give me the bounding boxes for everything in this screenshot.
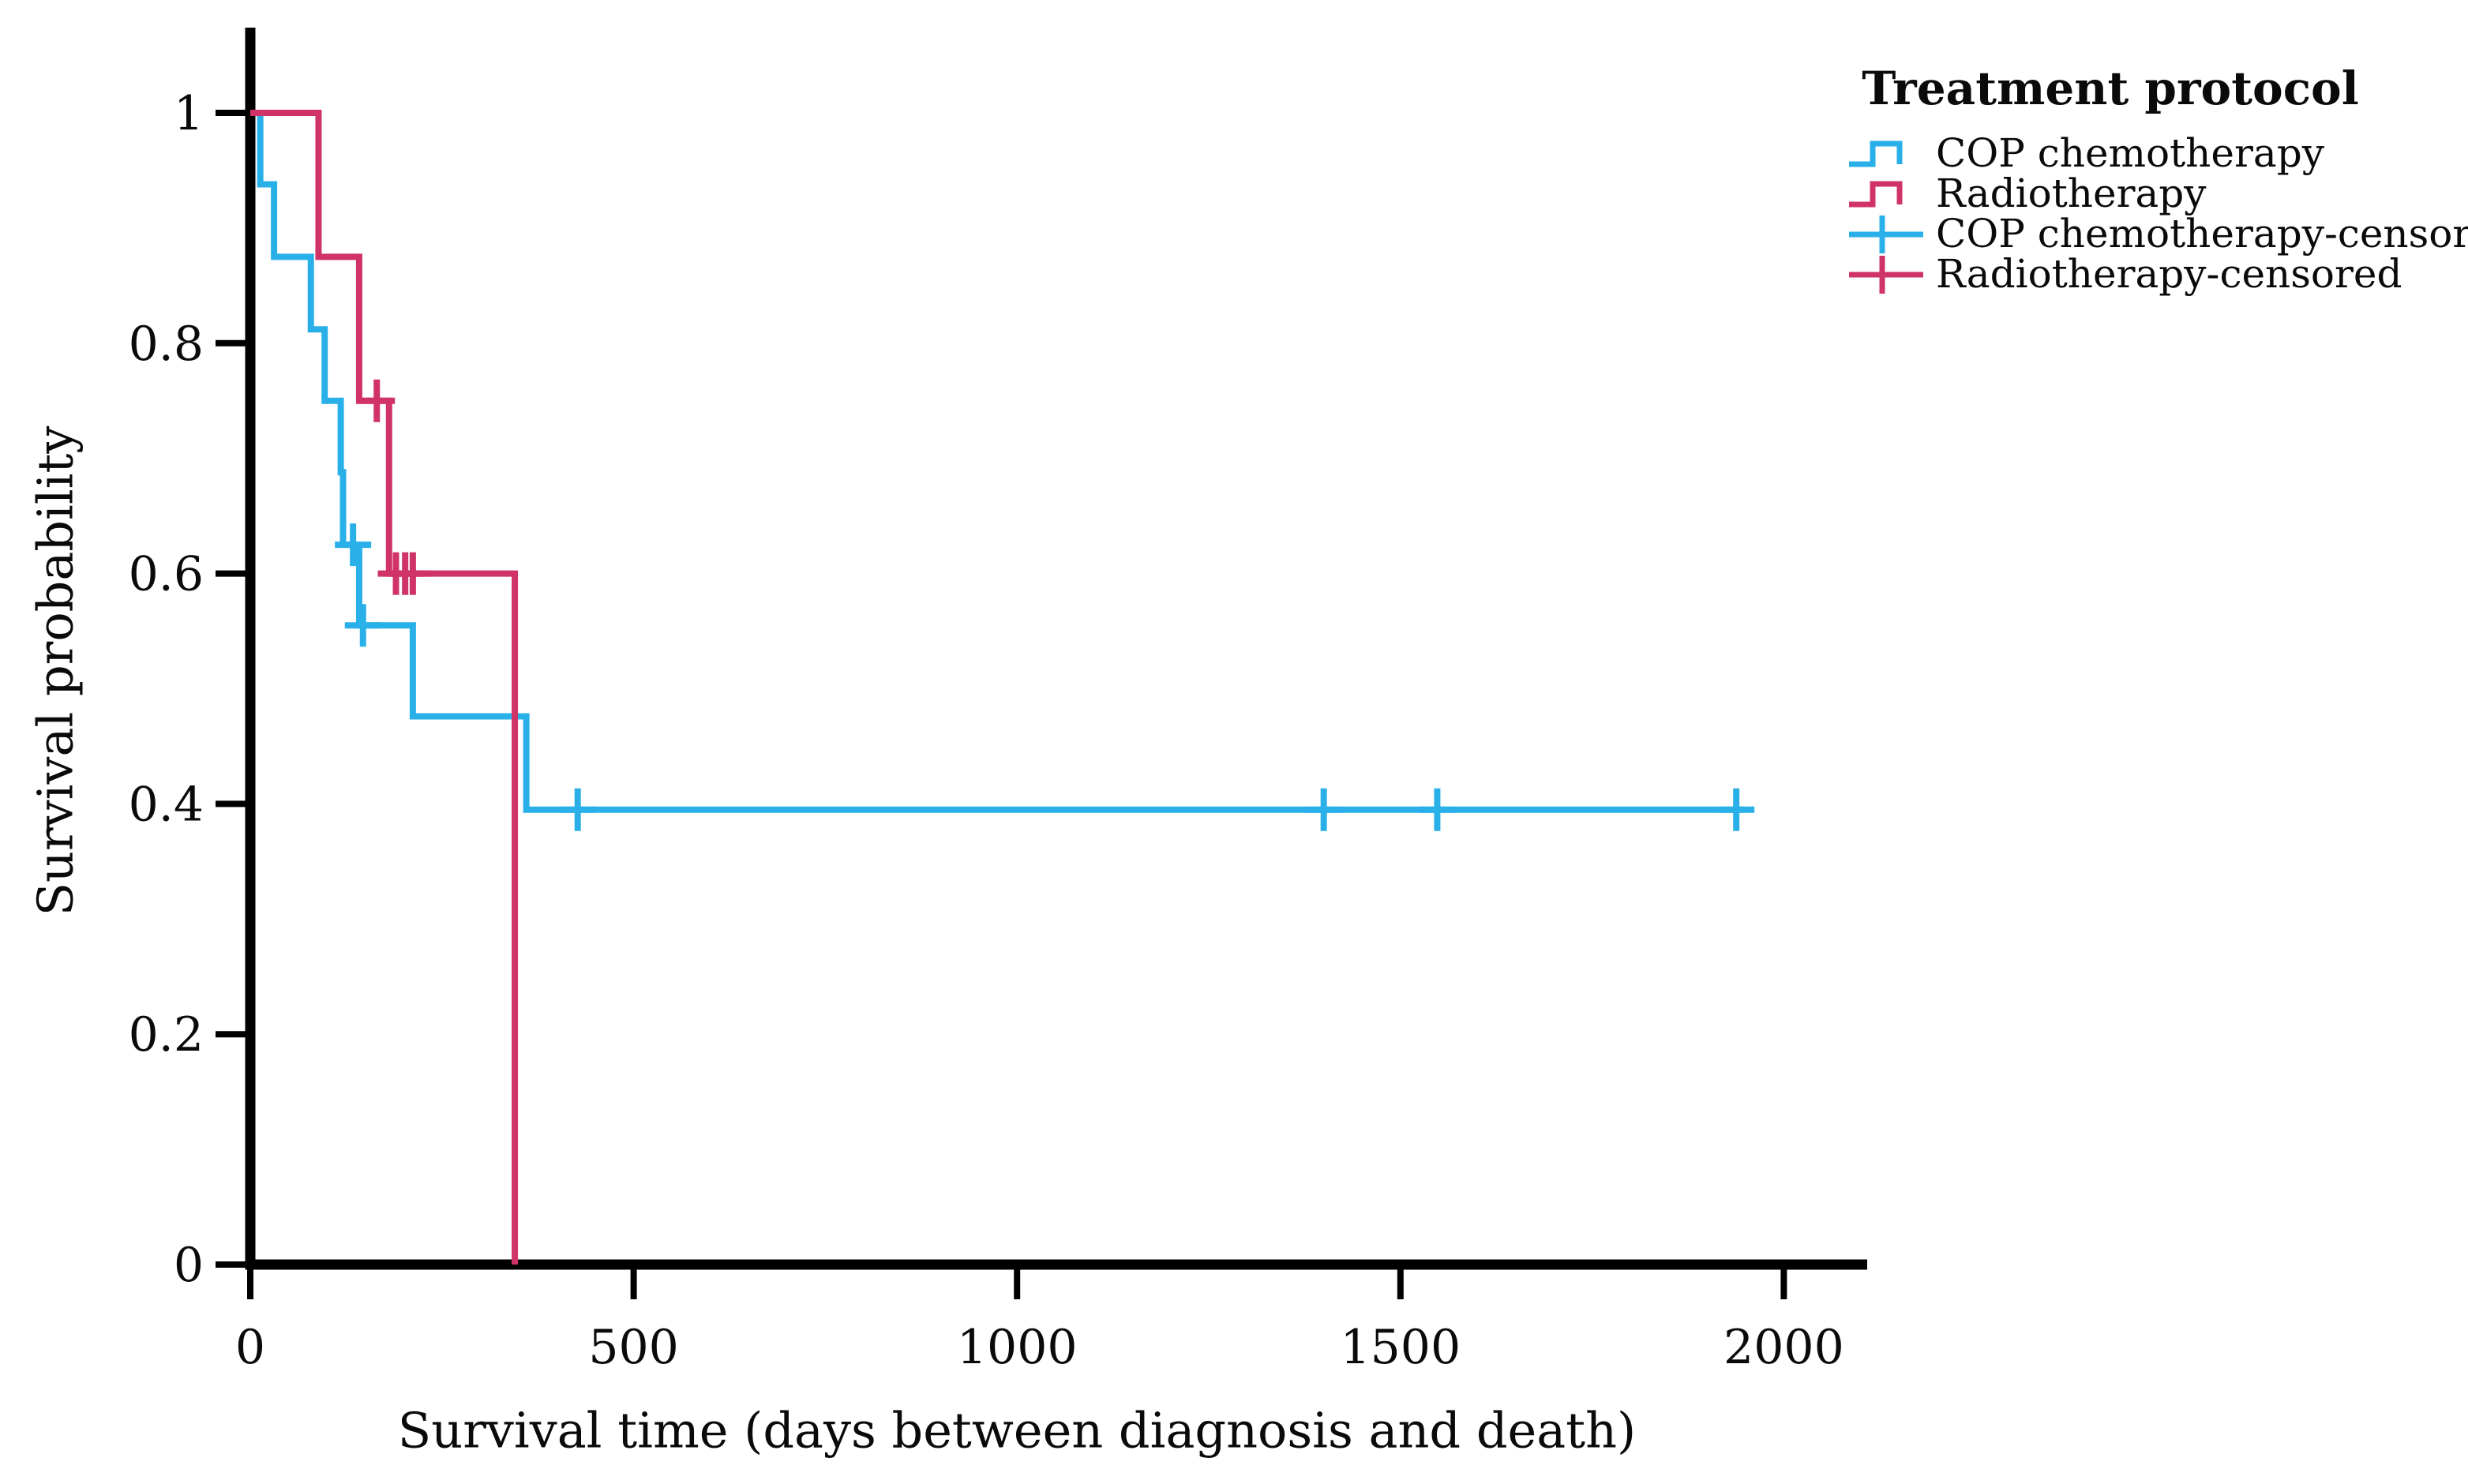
step-line-glyph-path bbox=[1849, 181, 1903, 208]
step-line-glyph-path bbox=[1849, 141, 1903, 167]
cop-chemotherapy-curve bbox=[250, 110, 1744, 813]
x-tick-label: 2000 bbox=[1723, 1320, 1844, 1375]
y-tick-label: 1 bbox=[174, 86, 204, 141]
plus-censored-icon bbox=[1849, 256, 1923, 294]
legend-items: COP chemotherapy Radiotherapy COP chemothe… bbox=[1847, 133, 2468, 294]
y-tick-label: 0.4 bbox=[129, 777, 204, 832]
legend-item-label: COP chemotherapy-censored bbox=[1936, 210, 2468, 257]
legend-item: COP chemotherapy-censored bbox=[1847, 213, 2468, 253]
x-tick-label: 1000 bbox=[957, 1320, 1078, 1375]
x-tick-label: 500 bbox=[588, 1320, 679, 1375]
step-line-icon bbox=[1849, 141, 1903, 167]
x-axis-title: Survival time (days between diagnosis an… bbox=[397, 1401, 1637, 1460]
legend-item-label: Radiotherapy-censored bbox=[1936, 250, 2402, 297]
legend-item-label: Radiotherapy bbox=[1936, 170, 2207, 216]
legend-item-label: COP chemotherapy bbox=[1936, 129, 2324, 176]
y-tick-label: 0 bbox=[174, 1238, 204, 1293]
x-tick-label: 0 bbox=[235, 1320, 265, 1375]
legend-item: COP chemotherapy bbox=[1847, 133, 2468, 173]
y-tick-label: 0.6 bbox=[129, 547, 204, 602]
x-tick-label: 1500 bbox=[1340, 1320, 1461, 1375]
y-tick-label: 0.8 bbox=[129, 317, 204, 372]
legend: Treatment protocol COP chemotherapy Radio… bbox=[1847, 62, 2468, 294]
y-tick-label: 0.2 bbox=[129, 1007, 204, 1062]
plus-censored-icon bbox=[1849, 215, 1923, 253]
legend-title: Treatment protocol bbox=[1862, 62, 2359, 115]
legend-item: Radiotherapy-censored bbox=[1847, 253, 2468, 294]
step-line-icon bbox=[1849, 181, 1903, 208]
legend-item: Radiotherapy bbox=[1847, 173, 2468, 213]
y-axis-title: Survival probability bbox=[26, 425, 84, 916]
radiotherapy-curve bbox=[250, 110, 519, 1265]
